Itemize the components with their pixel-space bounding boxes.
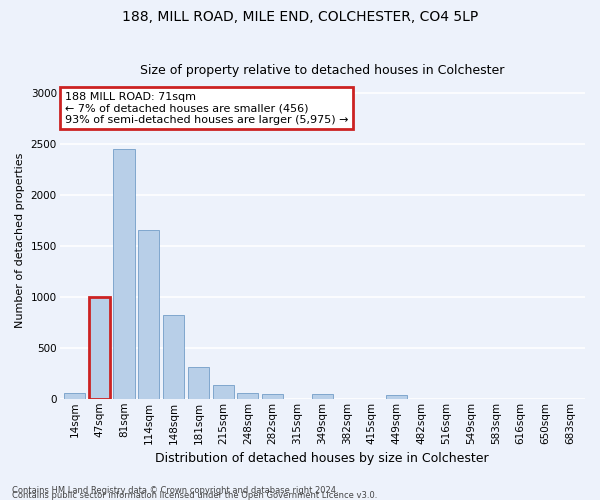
Text: Contains HM Land Registry data © Crown copyright and database right 2024.: Contains HM Land Registry data © Crown c… [12,486,338,495]
Text: 188, MILL ROAD, MILE END, COLCHESTER, CO4 5LP: 188, MILL ROAD, MILE END, COLCHESTER, CO… [122,10,478,24]
Bar [386,395,407,399]
Bar [188,367,209,399]
Bar [238,393,259,399]
Text: Contains public sector information licensed under the Open Government Licence v3: Contains public sector information licen… [12,491,377,500]
Bar [89,296,110,399]
Y-axis label: Number of detached properties: Number of detached properties [15,153,25,328]
Text: 188 MILL ROAD: 71sqm
← 7% of detached houses are smaller (456)
93% of semi-detac: 188 MILL ROAD: 71sqm ← 7% of detached ho… [65,92,349,125]
Bar [262,394,283,399]
Bar [64,392,85,399]
Title: Size of property relative to detached houses in Colchester: Size of property relative to detached ho… [140,64,505,77]
Bar [163,315,184,399]
Bar [312,394,333,399]
X-axis label: Distribution of detached houses by size in Colchester: Distribution of detached houses by size … [155,452,489,465]
Bar [113,148,134,399]
Bar [138,230,160,399]
Bar [212,386,233,399]
